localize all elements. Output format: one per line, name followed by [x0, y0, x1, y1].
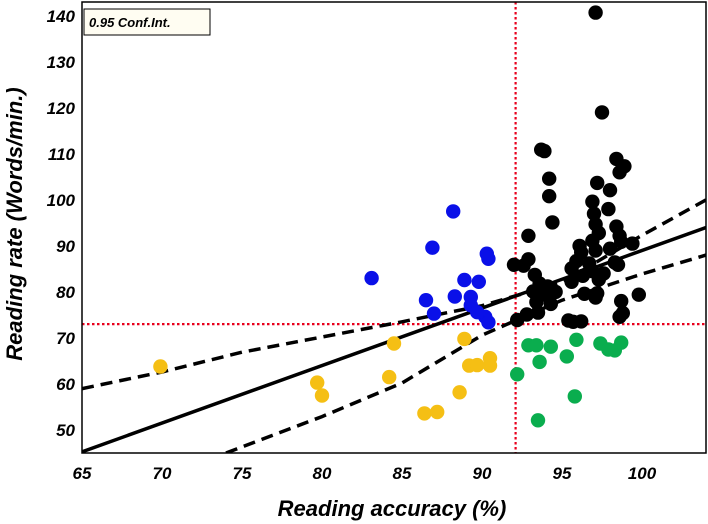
data-point	[585, 194, 600, 209]
data-point	[382, 369, 397, 385]
y-tick-label: 120	[47, 99, 76, 118]
data-point	[564, 274, 579, 289]
x-tick-labels: 65 70 75 80 85 90 95 100	[73, 464, 657, 483]
data-point	[548, 284, 563, 300]
data-point	[452, 385, 467, 400]
data-point	[470, 305, 485, 320]
data-point	[426, 306, 442, 321]
data-point	[543, 296, 558, 312]
data-point	[430, 404, 445, 420]
data-point	[602, 183, 618, 198]
x-tick-label: 75	[233, 464, 252, 483]
data-point	[542, 189, 557, 204]
data-point	[577, 286, 592, 301]
data-point	[574, 314, 589, 329]
data-point	[567, 389, 582, 404]
data-point	[364, 270, 379, 286]
data-point	[588, 5, 603, 20]
data-point	[417, 406, 432, 421]
x-tick-label: 80	[313, 464, 332, 483]
data-point	[481, 251, 496, 266]
data-point	[615, 305, 630, 321]
y-tick-label: 50	[56, 421, 75, 440]
data-point	[543, 339, 558, 354]
data-point	[521, 228, 536, 243]
data-point	[447, 289, 462, 304]
y-tick-label: 90	[56, 237, 75, 256]
y-tick-label: 70	[56, 329, 75, 348]
plot-frame	[81, 1, 707, 454]
x-tick-label: 65	[73, 464, 92, 483]
data-point	[530, 305, 546, 320]
x-tick-label: 95	[553, 464, 572, 483]
data-point	[530, 413, 546, 428]
data-point	[510, 367, 525, 382]
data-point	[529, 338, 544, 353]
data-point	[153, 359, 168, 374]
data-point	[586, 206, 602, 221]
data-point	[532, 354, 547, 370]
data-point	[471, 274, 486, 289]
data-point	[425, 240, 440, 255]
x-tick-label: 100	[628, 464, 657, 483]
y-tick-label: 130	[47, 53, 76, 72]
x-tick-label: 90	[473, 464, 492, 483]
data-point	[446, 204, 461, 219]
data-point	[386, 336, 402, 351]
x-tick-label: 70	[153, 464, 172, 483]
y-tick-label: 100	[47, 191, 76, 210]
data-point	[314, 388, 330, 403]
data-point	[594, 105, 610, 120]
data-point	[537, 143, 552, 159]
data-point	[610, 257, 626, 272]
data-point	[631, 287, 646, 302]
data-point	[545, 215, 560, 230]
y-tick-label: 110	[48, 145, 76, 164]
data-point	[590, 175, 605, 191]
data-point	[569, 332, 584, 347]
data-point	[614, 234, 629, 249]
y-tick-label: 80	[56, 283, 75, 302]
data-point	[482, 358, 498, 373]
ci-legend-frame	[83, 8, 211, 36]
data-point	[481, 315, 496, 330]
data-point	[559, 349, 574, 364]
data-point	[418, 293, 434, 308]
y-axis-label: Reading rate (Words/min.)	[2, 87, 27, 360]
data-point	[602, 241, 618, 256]
data-point	[470, 357, 485, 373]
x-axis-label: Reading accuracy (%)	[278, 496, 507, 521]
regression-lines	[82, 198, 706, 453]
data-point	[596, 266, 611, 281]
data-point	[510, 312, 525, 328]
data-point	[564, 261, 579, 276]
data-point	[617, 159, 632, 174]
data-point	[521, 252, 536, 267]
data-point	[457, 331, 472, 347]
data-point	[457, 272, 472, 288]
y-tick-labels: 50 60 70 80 90 100 110 120 130 140	[47, 7, 76, 440]
data-point	[590, 286, 605, 301]
data-point	[614, 335, 629, 350]
data-point	[601, 201, 616, 217]
ci-legend-label: 0.95 Conf.Int.	[89, 15, 171, 30]
data-point	[310, 375, 325, 390]
data-point	[588, 243, 603, 258]
ci-legend-box: 0.95 Conf.Int.	[83, 8, 211, 36]
data-points	[153, 5, 646, 428]
data-point	[614, 293, 629, 309]
data-point	[625, 236, 640, 251]
y-tick-label: 140	[47, 7, 76, 26]
data-point	[542, 171, 557, 186]
y-tick-label: 60	[56, 375, 75, 394]
x-tick-label: 85	[393, 464, 412, 483]
lower-confidence-band	[225, 253, 706, 453]
